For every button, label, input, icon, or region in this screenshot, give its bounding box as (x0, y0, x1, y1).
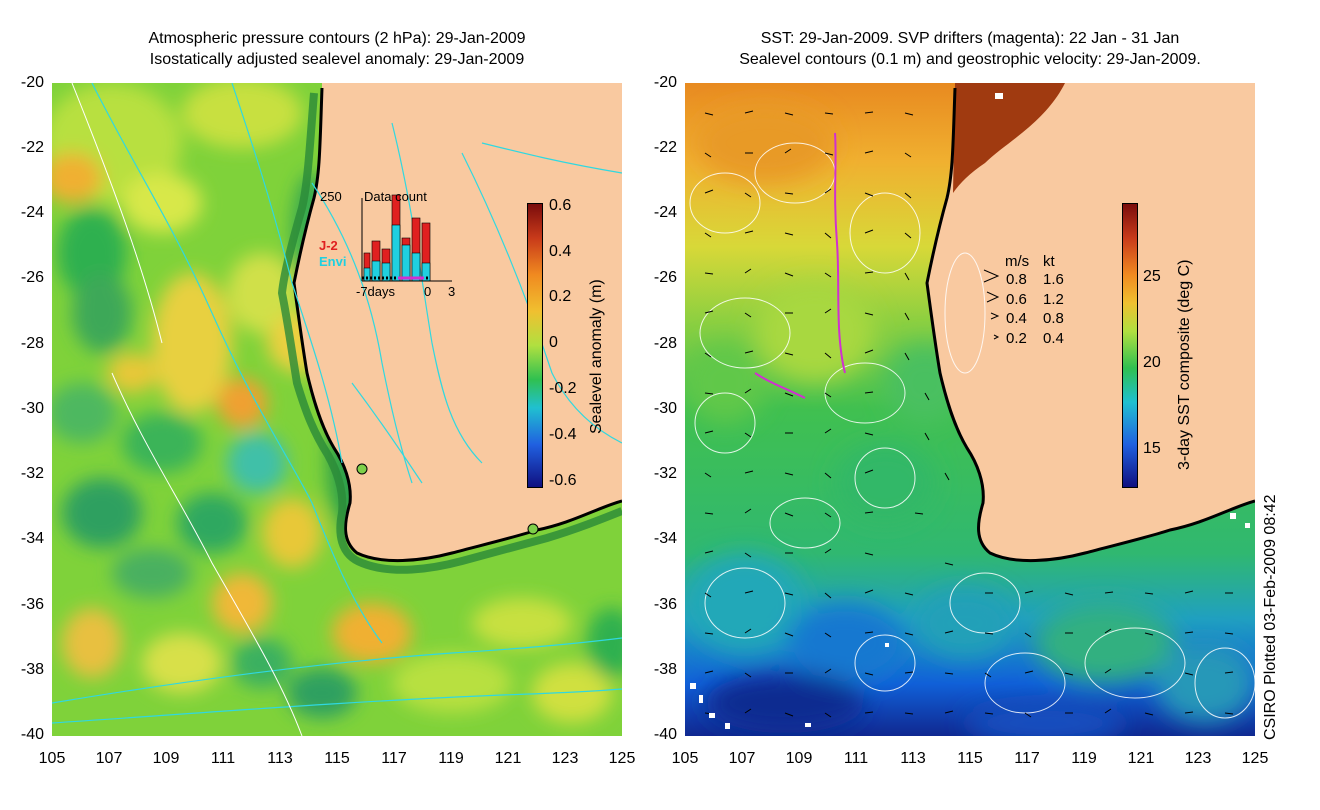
left-colorbar-tick: 0 (549, 334, 558, 351)
x-tick: 119 (438, 750, 464, 767)
legend-row-ms: 0.6 (1006, 291, 1027, 308)
inset-title: Data count (364, 189, 427, 204)
right-colorbar-tick: 15 (1143, 440, 1161, 457)
x-tick: 117 (381, 750, 407, 767)
australia-landmass (927, 83, 1255, 561)
left-colorbar-tick: -0.2 (549, 380, 577, 397)
sst-colorbar (1122, 203, 1138, 488)
x-tick: 123 (551, 750, 579, 767)
inset-x-label-start: -7days (356, 284, 396, 299)
y-tick: -32 (653, 465, 677, 482)
x-tick: 125 (608, 750, 636, 767)
legend-row-ms: 0.8 (1006, 271, 1027, 288)
x-tick: 121 (1127, 750, 1155, 767)
left-colorbar-tick: 0.4 (549, 243, 572, 260)
x-tick: 113 (267, 750, 293, 767)
y-tick: -22 (653, 139, 677, 156)
left-map-title-line2: Isostatically adjusted sealevel anomaly:… (149, 51, 525, 68)
x-tick: 111 (210, 750, 236, 767)
y-tick: -26 (653, 269, 677, 286)
legend-row-kt: 1.6 (1043, 271, 1064, 288)
x-tick: 111 (843, 750, 869, 767)
sealevel-colorbar (527, 203, 543, 488)
y-tick: -40 (20, 726, 44, 743)
tide-gauge-marker (527, 523, 539, 535)
x-tick: 117 (1014, 750, 1040, 767)
left-colorbar-label: Sealevel anomaly (m) (588, 279, 605, 434)
y-tick: -28 (20, 335, 44, 352)
sst-field (685, 103, 1255, 736)
x-tick: 119 (1071, 750, 1097, 767)
y-tick: -28 (653, 335, 677, 352)
x-tick: 105 (38, 750, 66, 767)
pressure-contours (52, 83, 622, 724)
y-tick: -36 (653, 596, 677, 613)
coastline (292, 87, 622, 562)
x-tick: 113 (900, 750, 926, 767)
geostrophic-velocity-arrows (704, 110, 1234, 718)
left-colorbar-tick: -0.4 (549, 426, 577, 443)
x-tick: 115 (324, 750, 350, 767)
y-tick: -22 (20, 139, 44, 156)
left-map-title-line1: Atmospheric pressure contours (2 hPa): 2… (148, 30, 526, 47)
y-tick: -38 (653, 661, 677, 678)
right-map-panel (685, 83, 1255, 736)
right-map-title-line2: Sealevel contours (0.1 m) and geostrophi… (739, 51, 1201, 68)
y-tick: -40 (653, 726, 677, 743)
inset-series-envi: Envi (319, 254, 347, 269)
y-tick: -30 (20, 400, 44, 417)
right-colorbar-tick: 20 (1143, 354, 1161, 371)
left-map-canvas (52, 83, 622, 736)
left-map-panel (52, 83, 622, 736)
x-tick: 107 (95, 750, 123, 767)
x-tick: 109 (785, 750, 813, 767)
legend-arrow-glyphs (983, 269, 1000, 340)
plot-credit: CSIRO Plotted 03-Feb-2009 08:42 (1262, 494, 1279, 740)
y-tick: -30 (653, 400, 677, 417)
inset-ymax-label: 250 (320, 189, 342, 204)
y-tick: -26 (20, 269, 44, 286)
x-tick: 115 (957, 750, 983, 767)
y-tick: -20 (653, 74, 677, 91)
legend-row-kt: 0.4 (1043, 330, 1064, 347)
x-tick: 109 (152, 750, 180, 767)
y-tick: -38 (20, 661, 44, 678)
right-colorbar-label: 3-day SST composite (deg C) (1176, 259, 1193, 470)
legend-row-ms: 0.2 (1006, 330, 1027, 347)
y-tick: -20 (20, 74, 44, 91)
inset-x-label-zero: 0 (424, 284, 432, 299)
legend-row-kt: 0.8 (1043, 310, 1064, 327)
x-tick: 123 (1184, 750, 1212, 767)
coastline (925, 87, 1255, 562)
y-tick: -24 (20, 204, 44, 221)
inset-series-j2: J-2 (319, 238, 338, 253)
y-tick: -34 (20, 530, 44, 547)
right-map-title-line1: SST: 29-Jan-2009. SVP drifters (magenta)… (760, 30, 1180, 47)
left-colorbar-tick: 0.2 (549, 288, 572, 305)
x-tick: 121 (494, 750, 522, 767)
x-tick: 125 (1241, 750, 1269, 767)
legend-row-kt: 1.2 (1043, 291, 1064, 308)
x-tick: 105 (671, 750, 699, 767)
legend-header-kt: kt (1043, 253, 1055, 270)
drifter-track (754, 372, 806, 399)
drifter-track (834, 132, 846, 374)
inset-x-label-end: 3 (448, 284, 456, 299)
data-count-inset (361, 194, 452, 282)
y-tick: -32 (20, 465, 44, 482)
cloud-mask (690, 93, 1250, 729)
y-tick: -34 (653, 530, 677, 547)
right-map-canvas (685, 83, 1255, 736)
y-tick: -36 (20, 596, 44, 613)
x-tick: 107 (728, 750, 756, 767)
y-tick: -24 (653, 204, 677, 221)
legend-header-ms: m/s (1005, 253, 1030, 270)
legend-row-ms: 0.4 (1006, 310, 1027, 327)
left-colorbar-tick: 0.6 (549, 197, 572, 214)
tide-gauge-marker (356, 463, 368, 475)
left-colorbar-tick: -0.6 (549, 472, 577, 489)
right-colorbar-tick: 25 (1143, 268, 1161, 285)
